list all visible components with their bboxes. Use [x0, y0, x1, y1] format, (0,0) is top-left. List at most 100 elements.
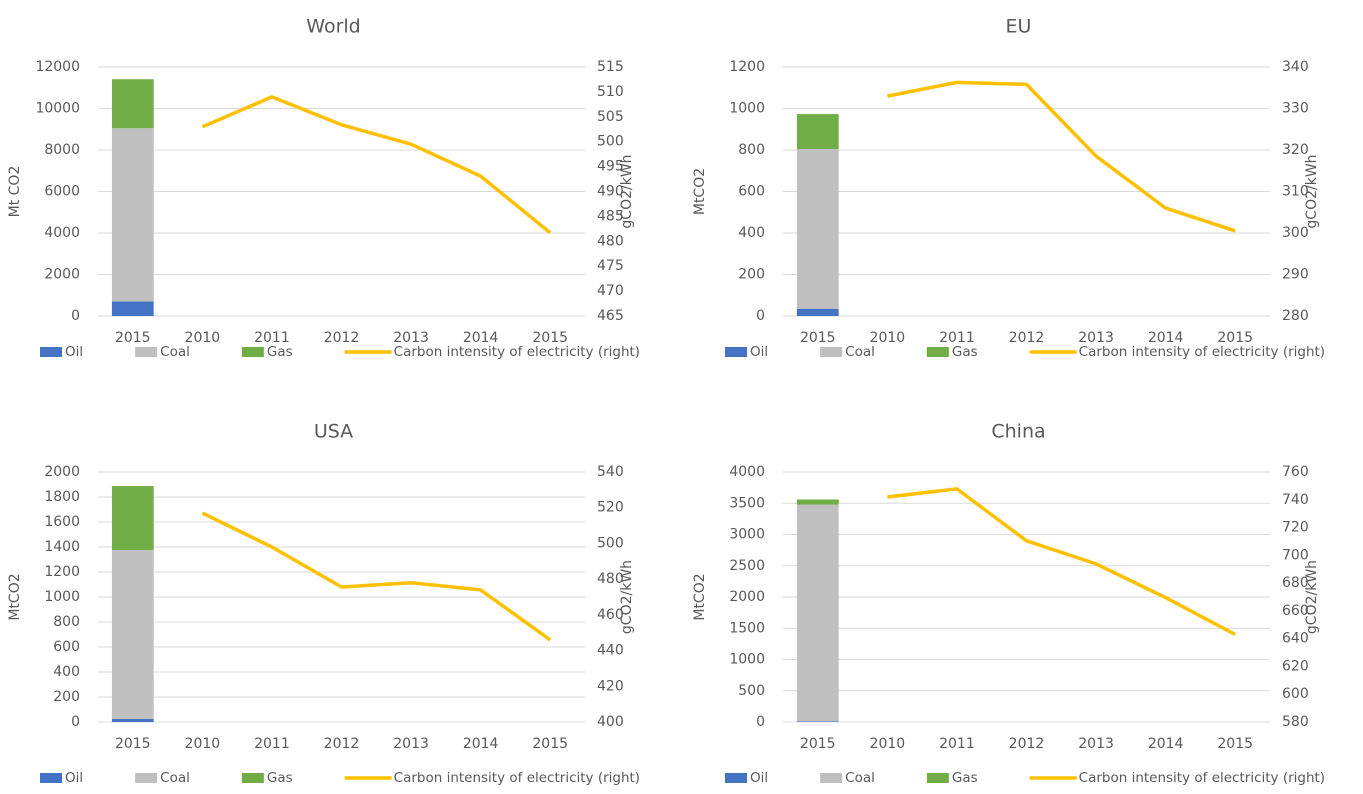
- x-tick-label: 2015: [1217, 736, 1253, 752]
- y-tick-label: 0: [756, 308, 765, 324]
- legend-swatch: [820, 347, 843, 357]
- y-tick-label: 0: [71, 714, 80, 730]
- legend-swatch: [725, 773, 747, 783]
- x-tick-label: 2012: [1009, 330, 1045, 346]
- line-series: [887, 487, 1237, 637]
- y2-tick-label: 505: [597, 109, 624, 125]
- x-tick-label: 2015: [1217, 330, 1253, 346]
- y2-tick-label: 310: [1282, 184, 1309, 200]
- y2-tick-label: 500: [597, 535, 624, 551]
- y2-tick-label: 320: [1282, 142, 1309, 158]
- y2-tick-label: 620: [1282, 658, 1309, 674]
- bar-segment: [111, 79, 154, 129]
- bar-segment: [111, 301, 154, 316]
- y-tick-label: 2500: [729, 558, 765, 574]
- y-tick-label: 8000: [44, 142, 80, 158]
- y-tick-label: 500: [738, 683, 765, 699]
- bar-segment: [796, 504, 839, 722]
- legend-swatch: [241, 773, 264, 783]
- bar-segment: [796, 148, 839, 309]
- y2-tick-label: 340: [1282, 59, 1309, 75]
- legend-label: Carbon intensity of electricity (right): [1079, 770, 1325, 786]
- chart-title: China: [991, 421, 1045, 443]
- legend-label: Gas: [952, 344, 978, 360]
- y-tick-label: 1000: [44, 589, 80, 605]
- y2-tick-label: 400: [597, 714, 624, 730]
- x-tick-label: 2010: [185, 330, 221, 346]
- x-tick-label: 2012: [1009, 736, 1045, 752]
- y-tick-label: 2000: [729, 589, 765, 605]
- x-tick-label: 2010: [870, 736, 906, 752]
- bar-segment: [796, 308, 839, 316]
- x-tick-label: 2014: [1148, 736, 1184, 752]
- x-tick-label: 2013: [1078, 736, 1114, 752]
- y-tick-label: 200: [53, 689, 80, 705]
- y2-tick-label: 520: [597, 500, 624, 516]
- legend-label: Oil: [65, 344, 83, 360]
- x-tick-label: 2015: [532, 330, 568, 346]
- y2-tick-label: 420: [597, 678, 624, 694]
- x-tick-label: 2015: [800, 330, 836, 346]
- y-tick-label: 3500: [729, 495, 765, 511]
- y2-tick-label: 640: [1282, 631, 1309, 647]
- y-tick-label: 800: [53, 614, 80, 630]
- x-tick-label: 2015: [532, 736, 568, 752]
- y-tick-label: 2000: [44, 267, 80, 283]
- y-tick-label: 1200: [729, 59, 765, 75]
- x-tick-label: 2013: [1078, 330, 1114, 346]
- legend-label: Coal: [160, 770, 190, 786]
- y2-tick-label: 480: [597, 571, 624, 587]
- y2-tick-label: 465: [597, 308, 624, 324]
- x-tick-label: 2014: [463, 330, 499, 346]
- y-tick-label: 1000: [729, 652, 765, 668]
- y-tick-label: 12000: [35, 59, 80, 75]
- legend-swatch: [40, 773, 62, 783]
- bar-segment: [111, 550, 154, 719]
- y2-tick-label: 515: [597, 59, 624, 75]
- x-tick-label: 2011: [254, 330, 290, 346]
- y-tick-label: 200: [738, 267, 765, 283]
- y-tick-label: 4000: [44, 225, 80, 241]
- y2-tick-label: 490: [597, 184, 624, 200]
- x-tick-label: 2012: [324, 330, 360, 346]
- x-tick-label: 2011: [939, 330, 975, 346]
- y2-tick-label: 540: [597, 464, 624, 480]
- y-tick-label: 400: [738, 225, 765, 241]
- x-tick-label: 2013: [393, 736, 429, 752]
- y2-tick-label: 440: [597, 643, 624, 659]
- y2-axis-title: gCO2/kWh: [1304, 154, 1320, 228]
- legend-swatch: [820, 773, 843, 783]
- legend-swatch: [40, 347, 62, 357]
- y-tick-label: 400: [53, 664, 80, 680]
- bar-segment: [796, 499, 839, 505]
- y2-tick-label: 495: [597, 159, 624, 175]
- y-tick-label: 6000: [44, 184, 80, 200]
- y2-tick-label: 600: [1282, 686, 1309, 702]
- legend-label: Carbon intensity of electricity (right): [1079, 344, 1325, 360]
- y-axis-title: MtCO2: [7, 573, 23, 620]
- y-tick-label: 800: [738, 142, 765, 158]
- legend-swatch: [135, 347, 158, 357]
- legend-label: Carbon intensity of electricity (right): [394, 770, 640, 786]
- chart-title: EU: [1006, 16, 1032, 38]
- y2-tick-label: 290: [1282, 267, 1309, 283]
- y2-tick-label: 300: [1282, 225, 1309, 241]
- x-tick-label: 2015: [800, 736, 836, 752]
- x-tick-label: 2013: [393, 330, 429, 346]
- chart-title: World: [306, 16, 360, 38]
- legend-label: Carbon intensity of electricity (right): [394, 344, 640, 360]
- y2-tick-label: 700: [1282, 547, 1309, 563]
- y2-tick-label: 500: [597, 134, 624, 150]
- y2-axis-title: gCO2/kWh: [619, 560, 635, 634]
- y-tick-label: 1600: [44, 514, 80, 530]
- legend-swatch: [725, 347, 747, 357]
- y-axis-title: MtCO2: [692, 168, 708, 215]
- x-tick-label: 2011: [939, 736, 975, 752]
- x-tick-label: 2015: [115, 330, 151, 346]
- legend-swatch: [926, 773, 949, 783]
- y2-axis-title: gCO2/kWh: [619, 154, 635, 228]
- y-tick-label: 1800: [44, 489, 80, 505]
- y-tick-label: 4000: [729, 464, 765, 480]
- y2-axis-title: gCO2/kWh: [1304, 560, 1320, 634]
